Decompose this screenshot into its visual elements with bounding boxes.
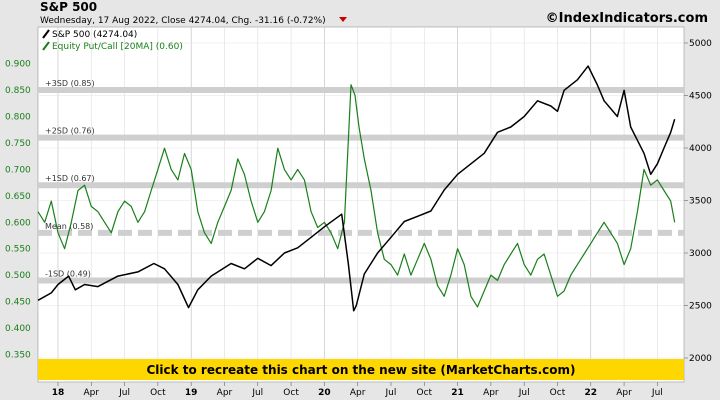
x-tick-label: 18	[52, 388, 65, 398]
chart-title: S&P 500	[40, 0, 97, 14]
down-arrow-icon	[339, 17, 347, 22]
left-tick-label: 0.900	[5, 60, 31, 70]
left-tick-label: 0.500	[5, 271, 31, 281]
left-tick-label: 0.800	[5, 112, 31, 122]
x-tick-label: Oct	[283, 388, 299, 398]
left-tick-label: 0.750	[5, 139, 31, 149]
left-tick-label: 0.450	[5, 298, 31, 308]
recreate-banner[interactable]: Click to recreate this chart on the new …	[38, 359, 684, 380]
x-tick-label: Apr	[483, 388, 499, 398]
x-tick-label: Oct	[550, 388, 566, 398]
left-axis: 0.900 0.850 0.800 0.750 0.700 0.650 0.600 0.550…	[5, 60, 31, 361]
right-tick-label: 2500	[689, 302, 712, 312]
x-tick-label: Apr	[350, 388, 366, 398]
site-name: ©IndexIndicators.com	[546, 11, 708, 26]
series-line-spx	[37, 65, 676, 312]
right-tick-label: 3500	[689, 197, 712, 207]
x-tick-label: 19	[185, 388, 198, 398]
sd-band-label: -1SD (0.49)	[45, 269, 91, 278]
left-tick-label: 0.400	[5, 324, 31, 334]
left-tick-label: 0.350	[5, 351, 31, 361]
legend: S&P 500 (4274.04) Equity Put/Call [20MA]…	[42, 29, 183, 52]
left-tick-label: 0.600	[5, 218, 31, 228]
x-tick-label: Apr	[217, 388, 233, 398]
left-tick-label: 0.700	[5, 165, 31, 175]
right-tick-label: 4500	[689, 92, 712, 102]
sd-band-label: +3SD (0.85)	[45, 79, 95, 88]
x-tick-label: Apr	[616, 388, 632, 398]
right-tick-label: 3000	[689, 249, 712, 259]
legend-item-spx: S&P 500 (4274.04)	[52, 30, 137, 40]
x-tick-label: Apr	[83, 388, 99, 398]
legend-swatch-putcall	[42, 41, 50, 51]
sd-band-label: +1SD (0.67)	[45, 174, 95, 183]
right-tick-label: 5000	[689, 39, 712, 49]
left-tick-label: 0.650	[5, 192, 31, 202]
right-axis: 5000 4500 4000 3500 3000 2500 2000	[684, 39, 712, 364]
grid	[38, 27, 684, 359]
x-tick-label: 20	[318, 388, 331, 398]
x-tick-label: 21	[451, 388, 464, 398]
sd-band-label: Mean (0.58)	[45, 222, 93, 231]
right-tick-label: 4000	[689, 144, 712, 154]
x-tick-label: Jul	[651, 388, 663, 398]
x-tick-label: 22	[584, 388, 597, 398]
legend-item-putcall: Equity Put/Call [20MA] (0.60)	[52, 42, 183, 52]
left-tick-label: 0.850	[5, 86, 31, 96]
left-tick-label: 0.550	[5, 245, 31, 255]
series-line-putcall	[37, 84, 676, 308]
x-tick-label: Oct	[150, 388, 166, 398]
series-lines	[37, 65, 676, 312]
x-tick-label: Jul	[518, 388, 530, 398]
sd-bands: +3SD (0.85) +2SD (0.76) +1SD (0.67) Mean (0…	[38, 79, 684, 284]
sd-band-label: +2SD (0.76)	[45, 127, 95, 136]
x-axis: 18 Apr Jul Oct 19 Apr Jul Oct 20 Apr Jul Oct 21 Apr Ju…	[52, 382, 663, 398]
legend-swatch-spx	[42, 29, 50, 39]
x-tick-label: Jul	[118, 388, 130, 398]
plot-area	[37, 26, 685, 383]
x-tick-label: Oct	[416, 388, 432, 398]
right-tick-label: 2000	[689, 354, 712, 364]
banner-background[interactable]	[38, 359, 684, 380]
x-tick-label: Jul	[385, 388, 397, 398]
x-tick-label: Jul	[251, 388, 263, 398]
banner-link[interactable]: Click to recreate this chart on the new …	[146, 363, 575, 377]
chart-subtitle: Wednesday, 17 Aug 2022, Close 4274.04, C…	[40, 16, 326, 26]
